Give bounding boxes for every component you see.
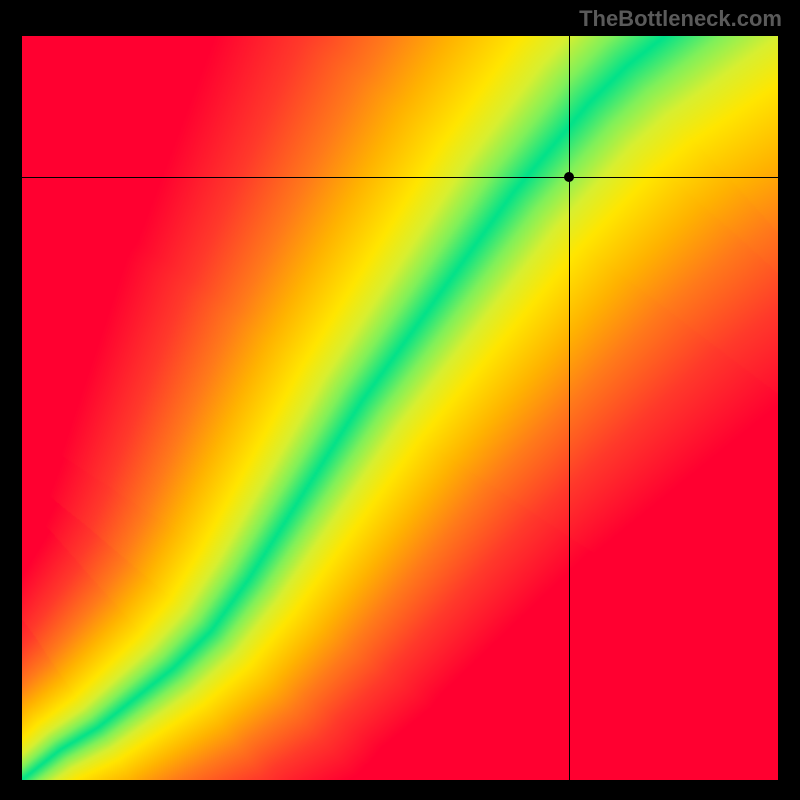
watermark-text: TheBottleneck.com (579, 6, 782, 32)
crosshair-horizontal (22, 177, 778, 178)
heatmap-canvas (22, 36, 778, 780)
crosshair-vertical (569, 36, 570, 780)
marker-dot (564, 172, 574, 182)
chart-container: TheBottleneck.com (0, 0, 800, 800)
plot-area (22, 36, 778, 780)
